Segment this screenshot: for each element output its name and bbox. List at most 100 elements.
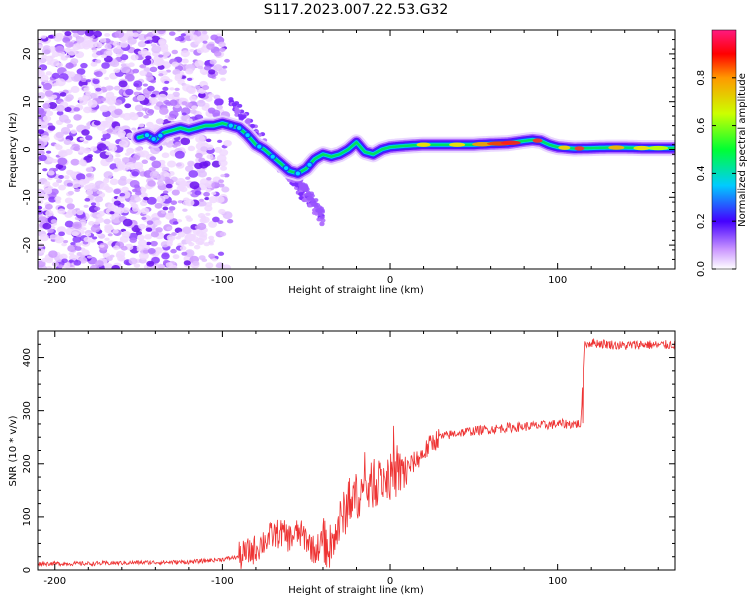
noise-point	[67, 71, 76, 78]
noise-point	[47, 125, 56, 131]
noise-point	[38, 61, 42, 66]
noise-point	[76, 209, 84, 216]
noise-point	[60, 126, 71, 135]
noise-point	[156, 180, 164, 186]
noise-point	[154, 219, 162, 226]
noise-point	[142, 249, 149, 254]
noise-point	[129, 179, 140, 188]
noise-point	[81, 162, 87, 167]
noise-point	[180, 137, 191, 146]
noise-point	[42, 168, 48, 172]
noise-point	[65, 54, 71, 58]
noise-point	[104, 266, 111, 269]
noise-point	[102, 121, 112, 128]
noise-point	[100, 97, 107, 102]
y-tick-label: 400	[22, 348, 33, 367]
noise-point	[63, 139, 72, 145]
noise-point	[170, 248, 177, 254]
noise-point	[113, 85, 121, 91]
noise-point	[181, 112, 187, 116]
noise-point	[150, 79, 157, 84]
noise-point	[45, 150, 52, 154]
noise-point	[81, 227, 87, 231]
noise-point	[102, 132, 111, 140]
noise-point	[96, 190, 103, 195]
noise-point	[87, 194, 94, 199]
noise-point	[65, 62, 74, 69]
noise-point	[208, 69, 216, 75]
noise-point	[83, 87, 90, 92]
noise-point	[92, 78, 100, 85]
noise-point	[206, 154, 214, 160]
y-tick-label: 200	[22, 454, 33, 473]
noise-point	[51, 261, 59, 267]
noise-point	[136, 248, 142, 252]
noise-point	[198, 240, 204, 245]
noise-point	[85, 232, 92, 237]
noise-point	[190, 109, 197, 114]
noise-point	[131, 127, 137, 131]
noise-point	[159, 44, 166, 50]
noise-point	[185, 176, 191, 180]
x-tick-label: 100	[548, 576, 567, 587]
noise-point	[137, 40, 147, 48]
noise-point	[99, 244, 105, 248]
noise-point	[213, 98, 224, 107]
x-tick-label: -200	[43, 275, 66, 286]
noise-point	[61, 258, 68, 264]
noise-point	[62, 239, 69, 244]
noise-point	[174, 150, 185, 159]
noise-point	[54, 143, 61, 148]
noise-point	[174, 73, 183, 80]
noise-point	[204, 205, 213, 212]
noise-point	[198, 92, 206, 99]
noise-point	[186, 233, 196, 242]
noise-point	[154, 247, 163, 254]
noise-point	[102, 178, 110, 184]
noise-point	[47, 170, 55, 176]
noise-point	[45, 266, 53, 269]
noise-point	[191, 105, 198, 110]
noise-point	[38, 205, 43, 210]
noise-point	[38, 216, 47, 224]
noise-point	[38, 154, 47, 162]
y-tick-label: 300	[22, 401, 33, 420]
noise-point	[41, 47, 52, 55]
noise-point	[162, 190, 169, 194]
noise-point	[175, 236, 182, 240]
noise-point	[133, 263, 141, 268]
snr-y-ticks: 0 100 200 300 400	[22, 330, 675, 573]
noise-point	[41, 135, 50, 142]
colorbar-ticks: 0.0 0.2 0.4 0.6 0.8	[696, 70, 736, 277]
noise-point	[174, 87, 180, 92]
noise-point	[76, 30, 86, 36]
ridge-blob-core	[144, 133, 150, 138]
noise-point	[58, 231, 65, 237]
colorbar-tick-label: 0.4	[696, 165, 707, 181]
noise-point	[140, 192, 148, 198]
noise-point	[155, 227, 163, 233]
noise-point	[119, 192, 126, 197]
noise-point	[45, 110, 54, 116]
noise-point	[65, 41, 74, 48]
noise-point	[147, 180, 156, 187]
noise-point	[130, 54, 139, 61]
ridge-hotspot	[416, 142, 431, 147]
noise-point	[96, 213, 103, 218]
noise-point	[48, 196, 57, 203]
noise-point	[211, 191, 217, 195]
noise-point	[55, 104, 65, 112]
branch-point	[241, 114, 247, 119]
noise-point	[194, 85, 201, 89]
noise-point	[162, 86, 169, 92]
figure-title: S117.2023.007.22.53.G32	[263, 2, 449, 18]
noise-point	[150, 231, 159, 238]
noise-point	[193, 244, 201, 250]
noise-point	[176, 177, 186, 185]
noise-point	[51, 94, 58, 99]
noise-point	[211, 181, 220, 189]
noise-point	[56, 179, 63, 184]
noise-point	[90, 61, 98, 67]
noise-point	[113, 188, 121, 195]
